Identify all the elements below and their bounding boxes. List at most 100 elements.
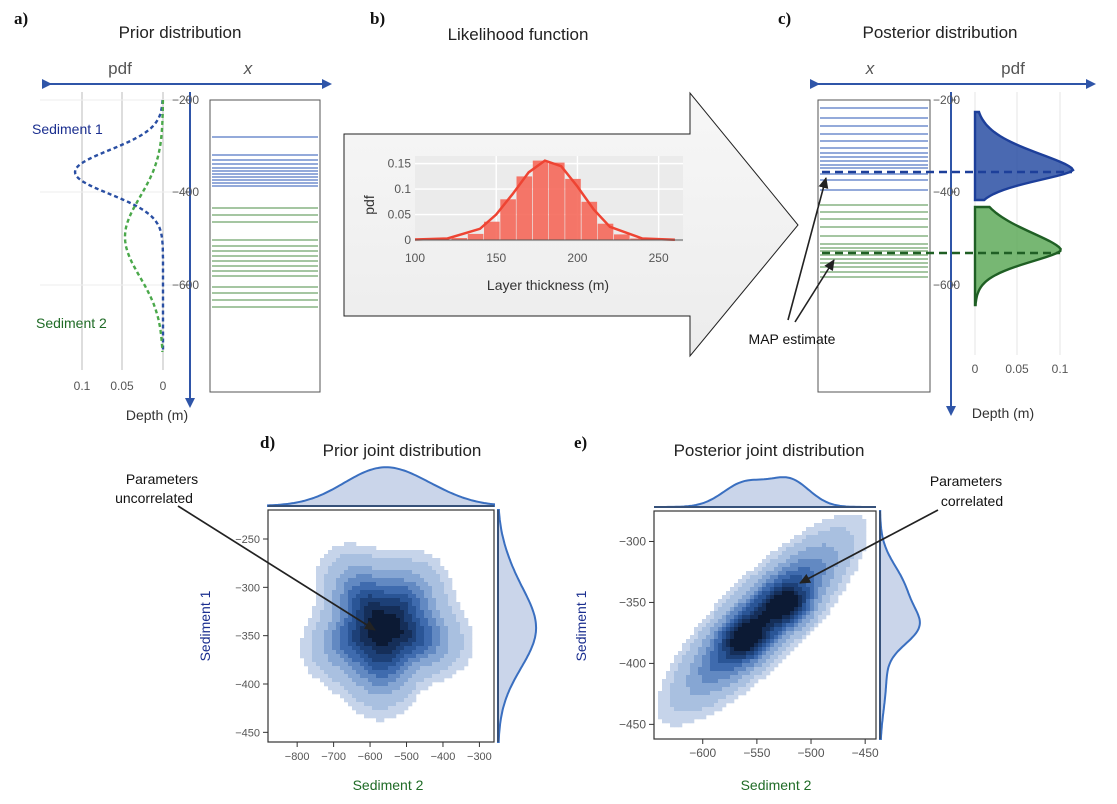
density-cell: [376, 630, 381, 635]
density-cell: [376, 694, 381, 699]
density-cell: [750, 583, 755, 588]
density-cell: [376, 626, 381, 631]
density-cell: [798, 595, 803, 600]
density-cell: [770, 643, 775, 648]
density-cell: [444, 570, 449, 575]
density-cell: [858, 519, 863, 524]
density-cell: [384, 710, 389, 715]
density-cell: [746, 651, 751, 656]
density-cell: [392, 686, 397, 691]
density-cell: [384, 554, 389, 559]
density-cell: [734, 599, 739, 604]
density-cell: [444, 578, 449, 583]
density-cell: [336, 578, 341, 583]
density-cell: [416, 606, 421, 611]
density-cell: [726, 699, 731, 704]
density-cell: [420, 618, 425, 623]
density-cell: [352, 670, 357, 675]
density-cell: [690, 651, 695, 656]
density-cell: [336, 590, 341, 595]
density-cell: [706, 687, 711, 692]
density-cell: [324, 674, 329, 679]
density-cell: [344, 582, 349, 587]
density-cell: [726, 635, 731, 640]
density-cell: [838, 531, 843, 536]
density-cell: [770, 631, 775, 636]
density-cell: [666, 671, 671, 676]
density-cell: [380, 618, 385, 623]
density-cell: [718, 615, 723, 620]
density-cell: [372, 550, 377, 555]
density-cell: [468, 646, 473, 651]
density-cell: [790, 583, 795, 588]
density-cell: [686, 695, 691, 700]
density-cell: [408, 602, 413, 607]
density-cell: [328, 618, 333, 623]
density-cell: [822, 615, 827, 620]
density-cell: [694, 655, 699, 660]
density-cell: [396, 558, 401, 563]
density-cell: [794, 579, 799, 584]
density-cell: [392, 606, 397, 611]
density-cell: [448, 614, 453, 619]
density-cell: [396, 610, 401, 615]
density-cell: [332, 554, 337, 559]
density-cell: [706, 691, 711, 696]
density-cell: [344, 686, 349, 691]
panel-c-letter: c): [778, 9, 791, 28]
density-cell: [336, 554, 341, 559]
density-cell: [778, 643, 783, 648]
density-cell: [678, 719, 683, 724]
density-cell: [440, 614, 445, 619]
density-cell: [312, 614, 317, 619]
density-cell: [726, 631, 731, 636]
density-cell: [814, 619, 819, 624]
density-cell: [448, 578, 453, 583]
density-cell: [356, 630, 361, 635]
density-cell: [452, 642, 457, 647]
density-cell: [388, 558, 393, 563]
density-cell: [456, 614, 461, 619]
density-cell: [376, 674, 381, 679]
density-cell: [662, 687, 667, 692]
density-cell: [324, 658, 329, 663]
density-cell: [324, 586, 329, 591]
prior-joint-ylabel: Sediment 1: [197, 590, 213, 661]
density-cell: [778, 595, 783, 600]
density-cell: [356, 598, 361, 603]
density-cell: [372, 710, 377, 715]
density-cell: [368, 658, 373, 663]
density-cell: [372, 578, 377, 583]
density-cell: [388, 550, 393, 555]
posterior-sediment2-pdf: [973, 205, 1062, 307]
density-cell: [762, 571, 767, 576]
density-cell: [706, 635, 711, 640]
density-cell: [766, 667, 771, 672]
density-cell: [412, 682, 417, 687]
density-cell: [806, 543, 811, 548]
density-cell: [440, 654, 445, 659]
correlated-label-line2: correlated: [941, 493, 1003, 509]
density-cell: [766, 623, 771, 628]
density-cell: [372, 570, 377, 575]
posterior-joint-contours: [658, 515, 867, 728]
density-cell: [746, 607, 751, 612]
density-cell: [384, 690, 389, 695]
density-cell: [782, 619, 787, 624]
density-cell: [722, 635, 727, 640]
density-cell: [814, 595, 819, 600]
density-cell: [682, 671, 687, 676]
density-cell: [790, 547, 795, 552]
density-cell: [332, 678, 337, 683]
density-cell: [376, 562, 381, 567]
density-cell: [686, 715, 691, 720]
joint-ytick: −300: [619, 534, 646, 548]
density-cell: [778, 559, 783, 564]
density-cell: [332, 674, 337, 679]
density-cell: [376, 670, 381, 675]
joint-xtick: −550: [743, 746, 770, 760]
density-cell: [846, 575, 851, 580]
density-cell: [408, 682, 413, 687]
density-cell: [372, 582, 377, 587]
density-cell: [328, 614, 333, 619]
